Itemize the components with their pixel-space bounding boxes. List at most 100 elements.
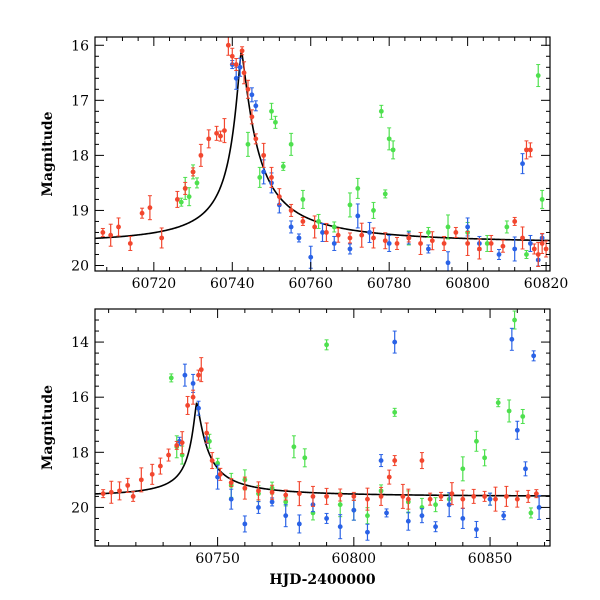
data-point: [217, 471, 223, 477]
data-point: [509, 336, 515, 342]
data-point: [225, 42, 231, 48]
data-point: [296, 235, 302, 241]
data-point: [229, 53, 235, 59]
data-point: [359, 232, 365, 238]
data-point: [487, 496, 493, 502]
x-tick-label: 60850: [468, 551, 513, 567]
data-point: [283, 499, 289, 505]
green-series: [168, 310, 534, 525]
data-point: [382, 191, 388, 197]
data-point: [506, 408, 512, 414]
data-point: [182, 372, 188, 378]
data-point: [228, 496, 234, 502]
data-point: [504, 493, 509, 499]
data-point: [392, 458, 398, 463]
data-point: [500, 243, 506, 249]
data-point: [426, 246, 431, 252]
data-point: [460, 496, 466, 502]
data-point: [495, 400, 501, 406]
data-point: [249, 114, 255, 120]
data-point: [365, 496, 370, 502]
data-point: [433, 524, 438, 530]
data-point: [378, 108, 384, 114]
data-point: [269, 108, 274, 114]
data-point: [419, 513, 425, 519]
data-point: [320, 230, 325, 235]
data-point: [465, 241, 471, 246]
y-tick-label: 20: [71, 500, 89, 516]
data-point: [392, 409, 398, 415]
data-point: [465, 224, 471, 230]
data-point: [427, 496, 433, 502]
data-point: [351, 507, 357, 513]
data-point: [378, 458, 384, 463]
data-point: [242, 485, 248, 491]
data-point: [241, 70, 247, 76]
data-point: [237, 64, 243, 70]
plot-area: [95, 37, 550, 271]
data-point: [300, 197, 306, 202]
data-point: [324, 516, 329, 521]
data-point: [125, 482, 131, 488]
data-point: [482, 455, 488, 461]
data-point: [312, 224, 318, 230]
top-panel: 60720 60740 60760 60780 60800 60820 16 17 18 19 20…: [40, 36, 568, 292]
data-point: [174, 197, 180, 202]
data-point: [147, 205, 153, 211]
y-tick-label: 17: [71, 93, 89, 109]
data-point: [130, 493, 136, 499]
data-point: [386, 241, 392, 246]
data-point: [474, 438, 479, 444]
y-axis-title: Magnitude: [40, 111, 56, 196]
data-point: [460, 466, 466, 472]
data-point: [139, 210, 145, 216]
data-point: [531, 353, 537, 359]
data-point: [239, 48, 245, 54]
data-point: [445, 224, 451, 230]
data-point: [351, 493, 357, 499]
data-point: [116, 224, 121, 230]
data-point: [501, 513, 507, 519]
data-point: [471, 493, 477, 499]
data-point: [331, 224, 337, 230]
data-point: [512, 317, 517, 323]
data-point: [283, 513, 289, 519]
data-point: [496, 252, 502, 257]
model-curve: [95, 402, 550, 497]
data-point: [179, 440, 185, 446]
data-point: [291, 444, 297, 450]
data-point: [539, 197, 545, 202]
y-tick-label: 14: [71, 335, 89, 351]
data-point: [276, 194, 282, 200]
data-point: [539, 241, 545, 246]
y-axis-title: Magnitude: [40, 385, 56, 470]
data-point: [316, 219, 321, 224]
data-point: [446, 502, 452, 508]
data-point: [245, 86, 251, 92]
data-point: [253, 103, 259, 109]
data-point: [288, 208, 294, 213]
data-point: [390, 147, 396, 153]
plot-frame: [94, 308, 551, 547]
y-tick-label: 16: [71, 38, 89, 54]
data-point: [215, 460, 221, 466]
data-point: [214, 130, 219, 136]
data-point: [445, 260, 451, 266]
blue-series: [229, 57, 545, 271]
data-point: [527, 147, 533, 153]
data-point: [476, 246, 482, 252]
data-point: [482, 493, 488, 499]
data-point: [324, 342, 329, 348]
data-point: [523, 466, 528, 472]
data-point: [504, 224, 510, 230]
data-point: [204, 430, 210, 436]
data-point: [394, 241, 400, 246]
data-point: [198, 152, 204, 158]
red-series: [100, 357, 539, 512]
data-point: [233, 62, 239, 67]
data-point: [453, 230, 459, 235]
data-point: [406, 235, 412, 241]
data-point: [288, 224, 294, 230]
x-tick-label: 60780: [367, 276, 412, 292]
